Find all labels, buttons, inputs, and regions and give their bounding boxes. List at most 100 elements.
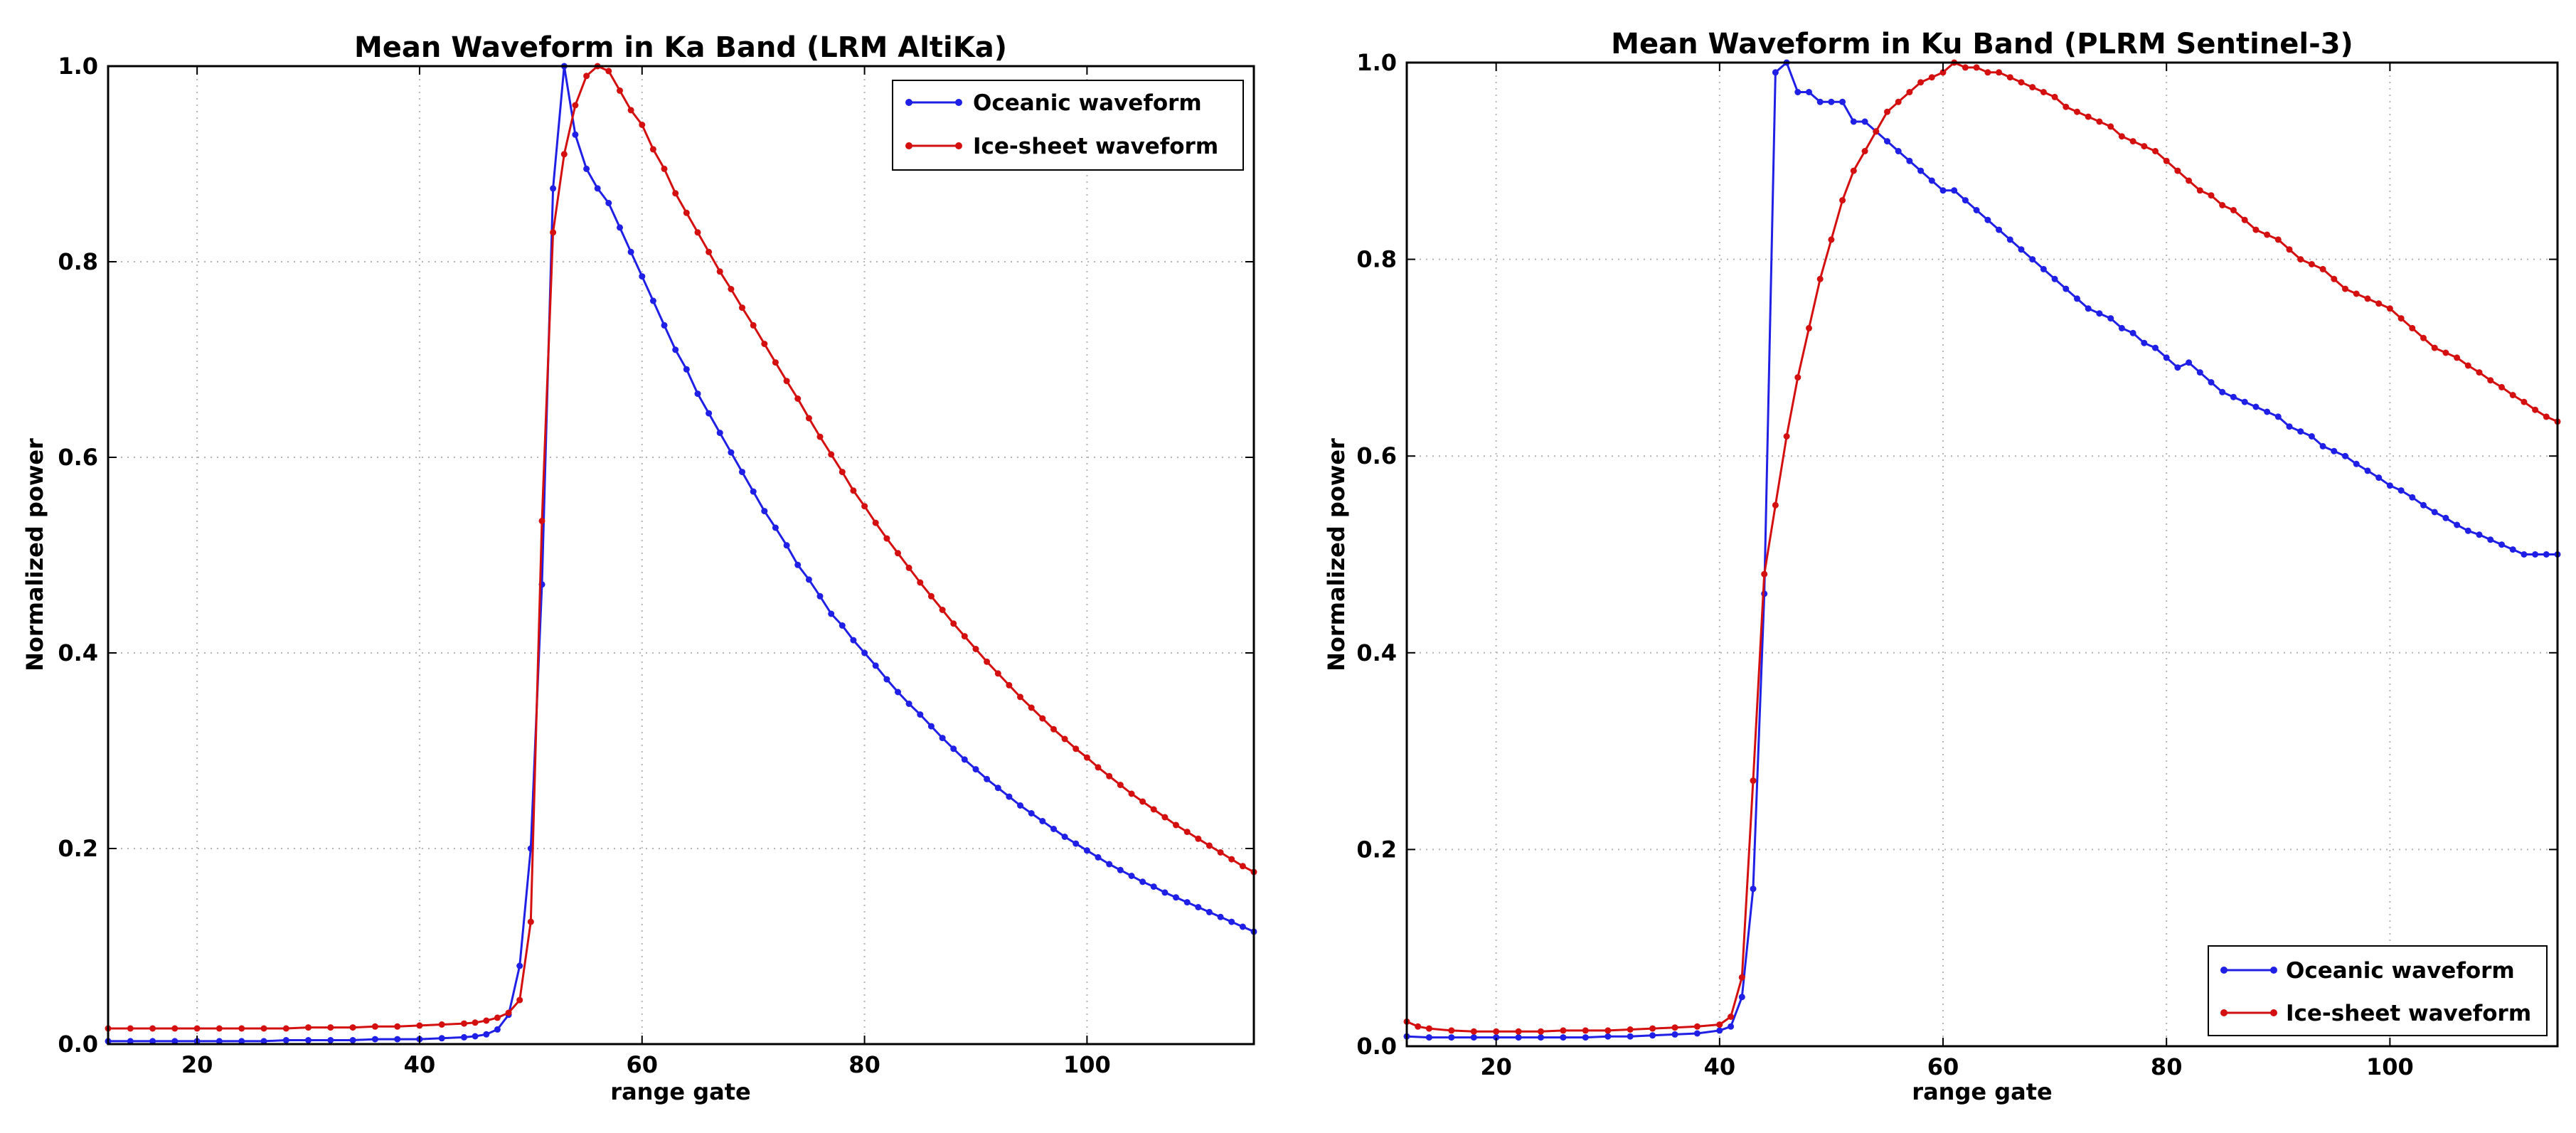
ka-oceanic-point — [950, 745, 957, 752]
ka-ice-point — [761, 341, 768, 347]
ku-oceanic-point — [1425, 1034, 1432, 1041]
ku-oceanic-point — [2375, 474, 2383, 482]
ka-ice-point — [905, 564, 912, 571]
ka-ice-point — [1161, 814, 1169, 821]
ka-oceanic-point — [639, 273, 646, 280]
ku-ice-point — [2186, 177, 2193, 184]
ku-oceanic-point — [2331, 447, 2338, 454]
ku-ice-point — [2163, 157, 2170, 164]
ku-ice-point — [2397, 315, 2405, 322]
ka-oceanic-point — [649, 297, 656, 304]
ka-ice-point — [472, 1019, 479, 1026]
ku-y-tick-label: 0.6 — [1356, 442, 1397, 469]
ku-ice-point — [1425, 1025, 1432, 1032]
ku-ice-point — [1861, 148, 1868, 154]
ku-oceanic-point — [2174, 364, 2181, 371]
ka-ice-point — [716, 268, 723, 275]
ku-oceanic-point — [2129, 329, 2136, 336]
ku-oceanic-point — [2464, 527, 2471, 534]
ku-oceanic-point — [2353, 460, 2360, 467]
ku-legend-box — [2208, 945, 2548, 1036]
ka-chart-title: Mean Waveform in Ka Band (LRM AltiKa) — [354, 31, 1007, 64]
ka-ice-point — [505, 1009, 512, 1016]
ku-series-layer — [1403, 59, 2561, 1041]
ku-ice-point — [1928, 74, 1935, 81]
ka-ice-point — [349, 1024, 356, 1031]
ka-oceanic-point — [494, 1026, 501, 1033]
ka-ice-point — [438, 1021, 445, 1028]
ku-legend: Oceanic waveform Ice-sheet waveform — [2208, 945, 2548, 1036]
ku-ice-point — [1806, 324, 1812, 331]
ku-oceanic-point — [2252, 403, 2260, 410]
ka-oceanic-point — [1173, 894, 1179, 901]
ka-ice-point — [494, 1014, 501, 1021]
ka-ice-point — [927, 592, 935, 600]
ka-oceanic-point — [1028, 810, 1035, 816]
ka-ice-point — [972, 646, 979, 652]
ku-oceanic-point — [2420, 501, 2427, 509]
ka-ice-point — [1039, 715, 1046, 722]
ku-oceanic-point — [1928, 177, 1935, 184]
ku-ice-point — [2375, 300, 2383, 307]
ku-ice-point — [2074, 108, 2080, 115]
ku-ice-point — [1582, 1027, 1589, 1034]
ka-oceanic-point — [683, 366, 690, 373]
ka-ice-point — [1095, 764, 1102, 771]
ku-oceanic-point — [2487, 536, 2494, 543]
ku-oceanic-point — [2286, 423, 2293, 430]
ku-legend-oceanic-marker — [2270, 967, 2277, 974]
ka-ice-point — [416, 1022, 423, 1029]
ka-legend-box — [892, 80, 1244, 171]
ku-legend-ice-marker — [2220, 1009, 2228, 1016]
ku-ice-point — [2040, 89, 2047, 95]
ku-oceanic-point — [1448, 1034, 1455, 1041]
ku-legend-oceanic-label: Oceanic waveform — [2286, 958, 2515, 984]
ku-ice-point — [1794, 374, 1801, 381]
ku-y-tick-label: 0.2 — [1356, 836, 1397, 863]
ka-legend-oceanic-marker — [905, 99, 912, 106]
ka-ice-point — [950, 620, 957, 627]
ka-oceanic-point — [1106, 861, 1113, 868]
ku-oceanic-point — [1984, 216, 1991, 223]
ka-oceanic-point — [961, 756, 968, 763]
ka-oceanic-point — [772, 524, 779, 531]
ku-oceanic-point — [2532, 551, 2539, 558]
ka-ice-point — [516, 996, 523, 1004]
ka-ice-point — [305, 1024, 312, 1031]
ka-ice-point — [816, 433, 824, 440]
ku-oceanic-point — [2297, 428, 2304, 435]
ku-oceanic-point — [1493, 1034, 1500, 1041]
ka-ice-point — [1128, 790, 1135, 797]
ka-ice-point — [1173, 821, 1179, 829]
ka-ice-point — [772, 359, 779, 366]
ku-oceanic-point — [1951, 187, 1958, 194]
ka-oceanic-point — [805, 576, 812, 583]
ka-oceanic-point — [839, 622, 846, 629]
ku-ice-point — [1772, 501, 1779, 509]
ka-oceanic-point — [1139, 878, 1146, 885]
ka-oceanic-point — [215, 1038, 223, 1045]
ku-ice-point — [2509, 392, 2516, 398]
ka-ice-point — [560, 151, 568, 158]
ku-ice-point — [2085, 113, 2092, 120]
ka-ice-point — [883, 535, 890, 542]
ku-oceanic-point — [1772, 69, 1779, 76]
ka-ice-point — [461, 1020, 467, 1027]
ku-ice-point — [2487, 377, 2494, 384]
ka-oceanic-point — [1117, 866, 1124, 873]
ku-oceanic-point — [1939, 187, 1947, 194]
ku-oceanic-point — [1693, 1030, 1701, 1037]
ka-oceanic-point — [371, 1036, 378, 1043]
ku-oceanic-point — [2163, 354, 2170, 361]
ka-oceanic-point — [1006, 793, 1013, 800]
ka-oceanic-point — [1083, 847, 1090, 854]
ku-oceanic-point — [1604, 1033, 1612, 1040]
ka-ice-point — [706, 248, 713, 255]
ku-oceanic-point — [1582, 1034, 1589, 1041]
ku-ice-point — [2532, 406, 2539, 413]
ku-oceanic-point — [1560, 1034, 1567, 1041]
ku-x-tick-label: 60 — [1927, 1053, 1959, 1080]
ka-oceanic-point — [1228, 918, 1235, 925]
ka-oceanic-point — [1150, 883, 1157, 890]
